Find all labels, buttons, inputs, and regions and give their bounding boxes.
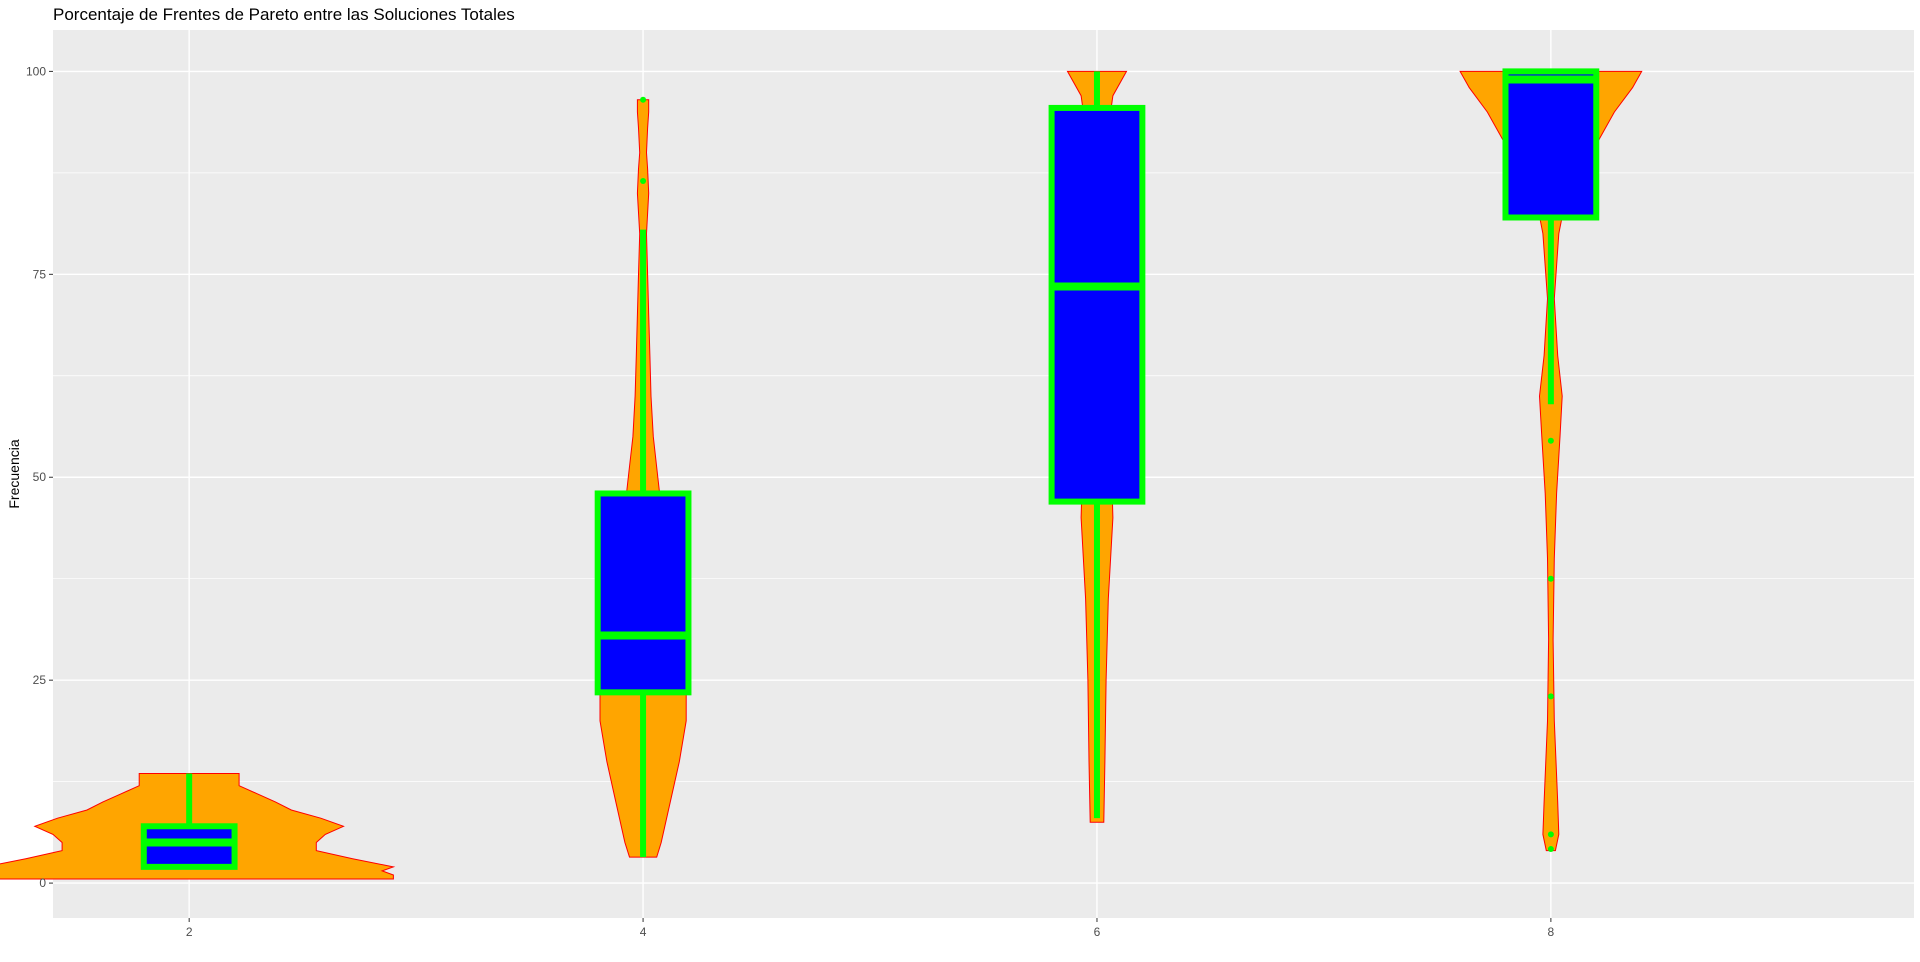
outlier-point [640,177,647,184]
box-8 [1502,68,1600,221]
group-4 [594,96,692,858]
x-tick-label: 2 [186,925,193,939]
y-axis-title: Frecuencia [6,439,22,508]
chart-title: Porcentaje de Frentes de Pareto entre la… [53,5,515,24]
outlier-point [1547,437,1554,444]
outlier-point [1547,846,1554,853]
x-tick-label: 6 [1094,925,1101,939]
outlier-point [1547,693,1554,700]
box-6 [1048,104,1146,505]
y-tick-label: 25 [33,673,47,687]
box-4 [594,490,692,696]
y-tick-label: 100 [26,64,46,78]
outlier-point [1547,831,1554,838]
y-tick-label: 75 [33,267,47,281]
plot-panel [53,30,1914,918]
x-tick-label: 8 [1548,925,1555,939]
outlier-point [640,96,647,103]
box-2 [140,823,238,870]
y-tick-label: 50 [33,470,47,484]
group-2 [0,773,396,880]
group-8 [1459,68,1643,853]
x-tick-label: 4 [640,925,647,939]
outlier-point [1547,575,1554,582]
y-tick-label: 0 [39,876,46,890]
violin-8 [1459,70,1643,852]
group-6 [1048,70,1146,823]
